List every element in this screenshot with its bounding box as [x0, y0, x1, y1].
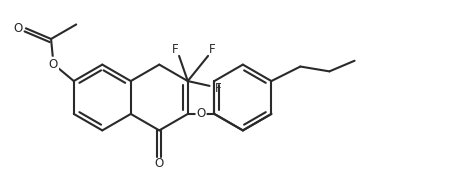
Text: F: F: [172, 43, 178, 56]
Text: O: O: [13, 22, 22, 35]
Text: F: F: [215, 82, 222, 95]
Text: O: O: [49, 58, 58, 71]
Text: F: F: [209, 43, 215, 56]
Text: O: O: [154, 157, 164, 170]
Text: O: O: [196, 107, 206, 121]
